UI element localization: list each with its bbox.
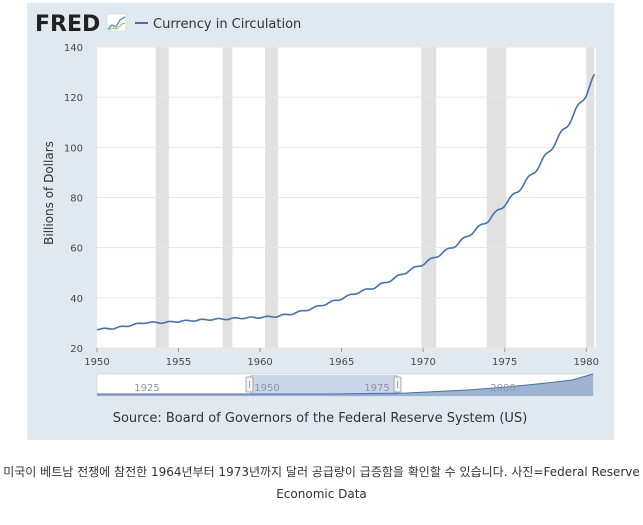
caption-line-1: 미국이 베트남 전쟁에 참전한 1964년부터 1973년까지 달러 공급량이 … (3, 465, 640, 479)
y-tick-label-140: 140 (64, 43, 83, 54)
navigator-label-1925: 1925 (134, 383, 159, 394)
y-tick-label-40: 40 (70, 294, 83, 305)
y-tick-label-20: 20 (70, 344, 83, 355)
y-tick-label-100: 100 (64, 143, 83, 154)
fred-logo: FRED (35, 12, 100, 37)
navigator-series-line (97, 373, 594, 395)
range-navigator[interactable]: 1925 1950 1975 2000 (96, 373, 594, 397)
y-axis-label: Billions of Dollars (42, 141, 56, 245)
y-tick-label-60: 60 (70, 244, 83, 255)
x-tick-label-1970: 1970 (410, 357, 435, 368)
series-line-currency-in-circulation (96, 74, 596, 331)
navigator-series-area (97, 374, 593, 396)
x-tick-label-1975: 1975 (492, 357, 517, 368)
caption-line-2: Economic Data (276, 487, 367, 501)
chart-panel: FRED Currency in Circulation 20 40 60 80 100… (27, 3, 614, 440)
x-tick-label-1965: 1965 (329, 357, 354, 368)
navigator-selection[interactable] (250, 375, 398, 395)
x-tick-label-1950: 1950 (84, 357, 109, 368)
navigator-label-1950: 1950 (254, 383, 279, 394)
x-tick-label-1980: 1980 (573, 357, 598, 368)
navigator-label-2000: 2000 (490, 383, 515, 394)
x-tick-label-1955: 1955 (166, 357, 191, 368)
fred-chart: FRED Currency in Circulation 20 40 60 80 100… (35, 12, 599, 426)
x-tick-label-1960: 1960 (247, 357, 272, 368)
y-tick-label-80: 80 (70, 194, 83, 205)
image-caption: 미국이 베트남 전쟁에 참전한 1964년부터 1973년까지 달러 공급량이 … (0, 461, 643, 505)
source-note: Source: Board of Governors of the Federa… (113, 411, 528, 426)
navigator-label-1975: 1975 (364, 383, 389, 394)
legend-series-label: Currency in Circulation (153, 17, 301, 32)
y-tick-label-120: 120 (64, 93, 83, 104)
fred-logo-graph-icon (106, 13, 127, 32)
